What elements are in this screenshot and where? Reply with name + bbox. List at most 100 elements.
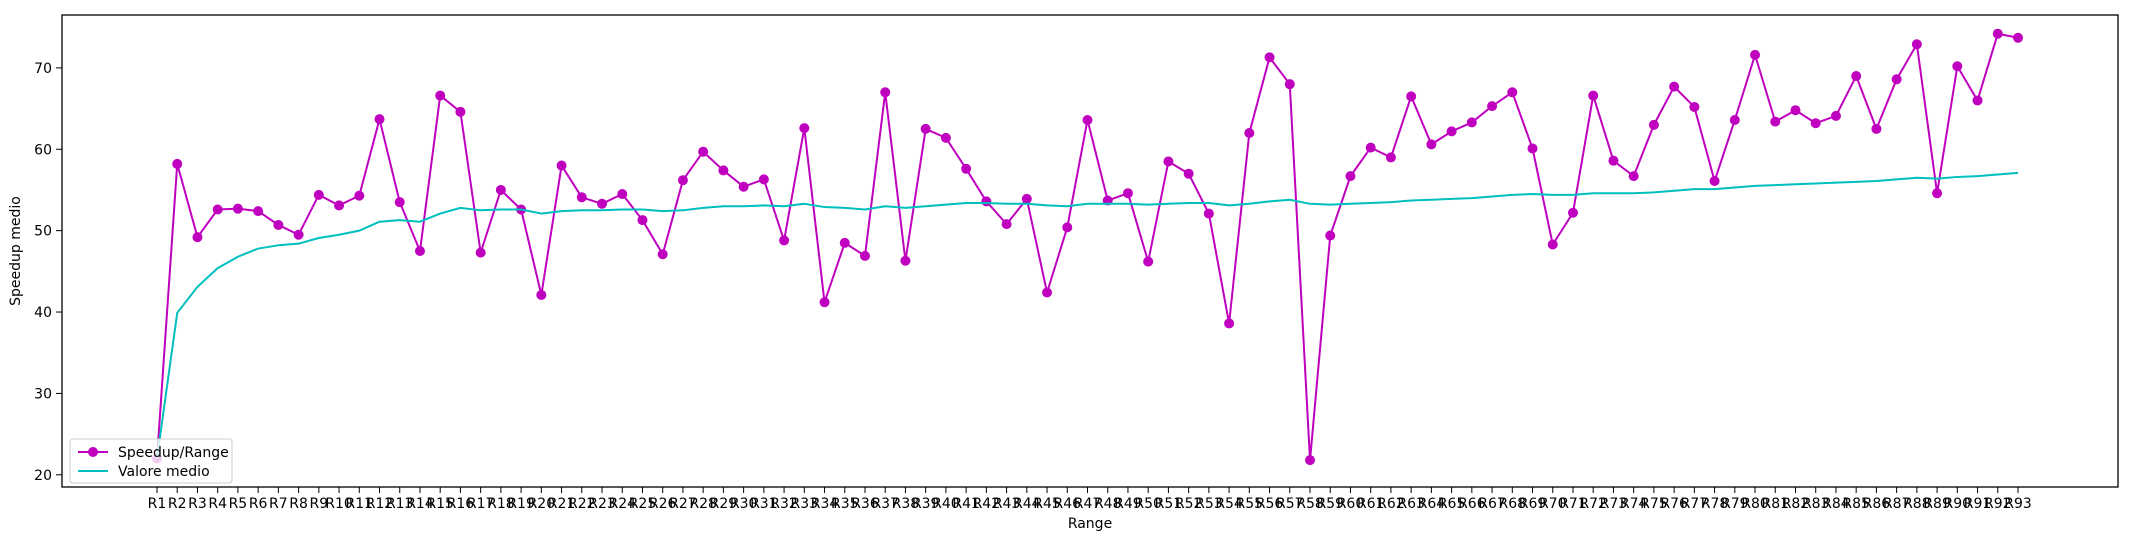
x-tick-label: R44 (1013, 496, 1041, 512)
x-tick-label: R42 (973, 496, 1001, 512)
x-tick-label: R50 (1134, 496, 1162, 512)
x-tick-label: R13 (386, 496, 414, 512)
legend-label-speedup: Speedup/Range (118, 445, 229, 461)
data-point (1345, 171, 1356, 182)
x-tick-label: R77 (1681, 496, 1709, 512)
x-tick-label: R33 (791, 496, 819, 512)
x-tick-label: R86 (1863, 496, 1891, 512)
data-point (981, 196, 992, 207)
plot-area-frame (61, 14, 2119, 488)
data-point (819, 297, 830, 308)
data-point (455, 106, 466, 117)
data-point (900, 255, 911, 266)
data-point (1082, 114, 1093, 125)
data-point (597, 198, 608, 209)
x-tick-label: R84 (1822, 496, 1850, 512)
legend-box (69, 438, 233, 484)
x-tick-label: R87 (1883, 496, 1911, 512)
x-tick-label: R52 (1175, 496, 1203, 512)
x-tick-label: R17 (467, 496, 495, 512)
x-tick-label: R67 (1478, 496, 1506, 512)
data-point (1021, 193, 1032, 204)
x-tick-label: R80 (1741, 496, 1769, 512)
data-point (1790, 105, 1801, 116)
x-tick-label: R73 (1600, 496, 1628, 512)
x-tick-label: R14 (406, 496, 434, 512)
data-point (1406, 91, 1417, 102)
data-point (1992, 28, 2003, 39)
x-tick-label: R34 (811, 496, 839, 512)
x-tick-label: R35 (831, 496, 859, 512)
y-tick-label: 70 (34, 61, 52, 77)
data-point (1244, 128, 1255, 138)
y-tick-label: 50 (34, 224, 52, 240)
x-tick-label: R82 (1782, 496, 1810, 512)
data-point (495, 184, 506, 195)
data-point (657, 249, 668, 260)
data-point (1770, 116, 1781, 127)
x-tick-label: R72 (1579, 496, 1607, 512)
data-point (698, 146, 709, 157)
data-point (1648, 119, 1659, 130)
data-point (1932, 188, 1943, 199)
data-point (1385, 152, 1396, 163)
y-tick-label: 40 (34, 305, 52, 321)
data-point (1851, 71, 1862, 82)
x-tick-label: R64 (1418, 496, 1446, 512)
data-point (799, 123, 810, 134)
data-point (1163, 156, 1174, 167)
x-tick-label: R78 (1701, 496, 1729, 512)
x-tick-label: R75 (1640, 496, 1668, 512)
data-point (1224, 318, 1235, 329)
x-tick-label: R16 (447, 496, 475, 512)
x-tick-label: R7 (269, 496, 288, 512)
x-tick-label: R39 (912, 496, 940, 512)
x-tick-label: R18 (487, 496, 515, 512)
data-point (374, 114, 385, 125)
x-tick-label: R46 (1053, 496, 1081, 512)
series-layer (152, 28, 2023, 466)
data-point (1608, 155, 1619, 166)
y-tick-label: 30 (34, 386, 52, 402)
x-tick-label: R55 (1236, 496, 1264, 512)
data-point (1284, 79, 1295, 90)
data-point (920, 123, 931, 134)
x-tick-label: R89 (1923, 496, 1951, 512)
data-point (859, 250, 870, 261)
x-tick-label: R27 (669, 496, 697, 512)
data-point (637, 215, 648, 226)
data-point (1446, 126, 1457, 137)
x-tick-label: R10 (325, 496, 353, 512)
data-point (880, 87, 891, 98)
x-tick-label: R68 (1499, 496, 1527, 512)
x-tick-label: R20 (528, 496, 556, 512)
data-point (1830, 110, 1841, 121)
y-tick-label: 60 (34, 142, 52, 158)
x-tick-label: R22 (568, 496, 596, 512)
data-point (394, 197, 405, 208)
data-point (1264, 52, 1275, 63)
data-point (1122, 188, 1133, 199)
y-tick-label: 20 (34, 468, 52, 484)
data-point (1588, 90, 1599, 101)
data-point (414, 246, 425, 256)
x-tick-label: R91 (1964, 496, 1992, 512)
data-point (212, 204, 223, 215)
x-tick-label: R26 (649, 496, 677, 512)
data-point (758, 174, 769, 185)
data-point (1507, 87, 1518, 98)
x-tick-label: R19 (507, 496, 535, 512)
x-tick-label: R43 (993, 496, 1021, 512)
data-point (1426, 139, 1437, 150)
x-tick-label: R12 (366, 496, 394, 512)
data-point (1062, 222, 1073, 233)
x-axis: R1 R2 R3 R4 R5 R6 R7 R8 R9R10R11R12R13R14R15R16R… (148, 487, 2032, 512)
x-tick-label: R93 (2004, 496, 2032, 512)
x-tick-label: R9 (310, 496, 329, 512)
data-point (273, 219, 284, 230)
data-point (1750, 49, 1761, 60)
x-tick-label: R28 (689, 496, 717, 512)
data-point (1871, 123, 1882, 134)
data-point (779, 235, 790, 246)
data-point (1487, 101, 1498, 112)
